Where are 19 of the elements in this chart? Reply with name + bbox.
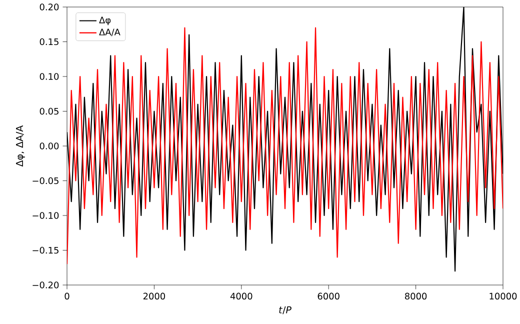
y-tick-label: 0.05 — [40, 108, 58, 115]
x-tick-label: 8000 — [405, 292, 427, 300]
legend-label: Δφ — [99, 16, 111, 26]
x-tick-label: 4000 — [230, 292, 252, 300]
x-tick-label: 10000 — [490, 292, 517, 300]
y-tick-label: 0.20 — [40, 4, 59, 10]
y-tick-label: 0.00 — [40, 142, 59, 150]
x-tick-label: 2000 — [143, 292, 166, 300]
x-axis-title: t/P — [279, 306, 292, 314]
y-tick-label: −0.20 — [32, 282, 59, 288]
y-tick-label: −0.15 — [32, 246, 58, 254]
y-tick-label: −0.10 — [32, 212, 59, 219]
y-tick-label: 0.15 — [40, 38, 58, 46]
y-axis-title: Δφ, ΔA/A — [16, 125, 25, 167]
x-tick-label: 6000 — [318, 292, 340, 300]
x-tick-label: 0 — [64, 292, 70, 300]
y-tick-label: 0.10 — [40, 73, 59, 80]
legend-label: ΔA/A — [99, 28, 120, 36]
y-tick-label: −0.05 — [32, 177, 58, 184]
